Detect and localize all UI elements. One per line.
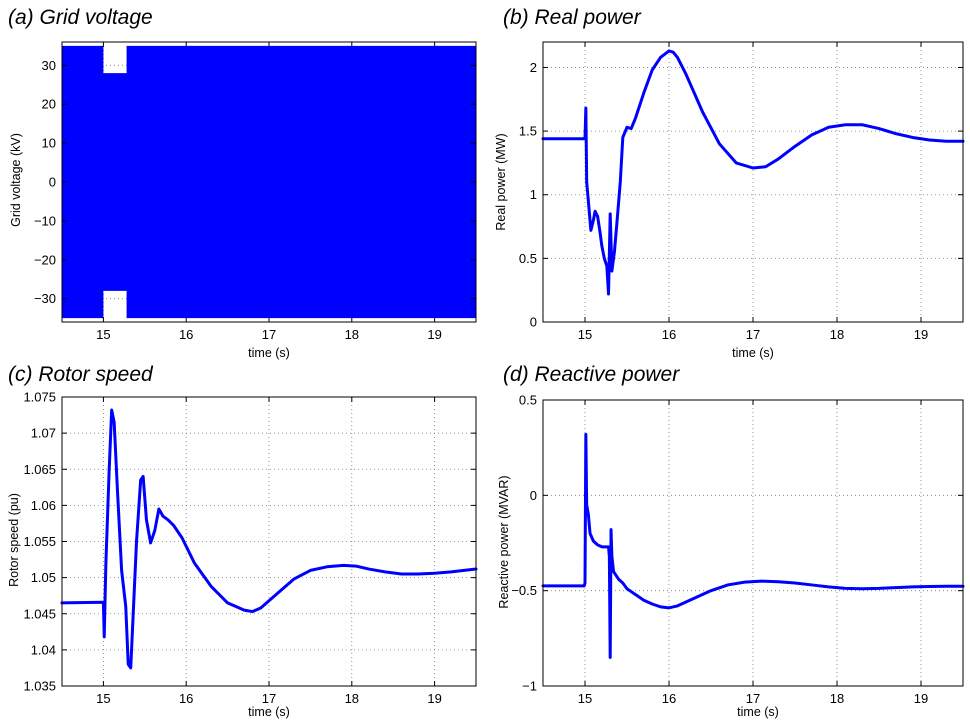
panel-title: (c) Rotor speed — [8, 363, 154, 386]
y-tick-label: 1.04 — [31, 642, 56, 657]
y-tick-label: 1.07 — [31, 426, 56, 441]
y-tick-label: 0.5 — [519, 251, 537, 266]
x-tick-label: 16 — [662, 327, 676, 342]
y-tick-label: 1.045 — [23, 606, 56, 621]
series-line — [60, 408, 478, 670]
y-tick-label: 1.5 — [519, 124, 537, 139]
x-tick-label: 15 — [96, 691, 110, 706]
y-axis-label: Real power (MW) — [494, 133, 508, 230]
y-tick-label: −0.5 — [511, 583, 537, 598]
y-tick-label: 0 — [49, 175, 56, 190]
series-line — [541, 432, 965, 659]
y-tick-label: 10 — [42, 136, 56, 151]
x-tick-label: 15 — [578, 327, 592, 342]
y-tick-label: 1.035 — [23, 679, 56, 694]
x-axis-label: time (s) — [248, 705, 290, 719]
series-line — [541, 49, 965, 296]
x-tick-label: 16 — [662, 691, 676, 706]
real-power-panel: (b) Real power time (s) Real power (MW) … — [494, 6, 965, 360]
x-tick-label: 18 — [345, 691, 359, 706]
y-tick-label: 2 — [530, 60, 537, 75]
y-axis-label: Reactive power (MVAR) — [497, 475, 511, 608]
y-tick-label: 0.5 — [519, 393, 537, 408]
y-tick-label: 1.055 — [23, 534, 56, 549]
plot-area: 15 16 17 18 19 1.035 1.04 1.045 1.05 1.055 1.06 1.0… — [23, 390, 478, 706]
x-tick-label: 19 — [427, 691, 441, 706]
y-axis-label: Rotor speed (pu) — [7, 493, 21, 587]
x-tick-label: 15 — [578, 691, 592, 706]
y-tick-label: 1 — [530, 187, 537, 202]
x-axis-label: time (s) — [732, 346, 774, 360]
x-tick-label: 19 — [914, 327, 928, 342]
plot-area: 15 16 17 18 19 −1 −0.5 0 0.5 — [511, 393, 965, 706]
x-tick-label: 18 — [345, 327, 359, 342]
plot-area: 15 16 17 18 19 −30 −20 −10 0 10 20 30 — [34, 41, 477, 342]
y-tick-label: 20 — [42, 97, 56, 112]
panel-title: (b) Real power — [503, 6, 642, 29]
y-tick-label: 30 — [42, 58, 56, 73]
y-tick-label: −1 — [522, 679, 537, 694]
y-tick-label: −10 — [34, 213, 56, 228]
panel-title: (d) Reactive power — [503, 363, 680, 386]
x-tick-label: 19 — [914, 691, 928, 706]
x-tick-label: 16 — [179, 327, 193, 342]
x-tick-label: 17 — [746, 691, 760, 706]
grid-voltage-panel: (a) Grid voltage time (s) Grid voltage (… — [8, 6, 477, 360]
y-tick-label: 1.06 — [31, 498, 56, 513]
reactive-power-panel: (d) Reactive power time (s) Reactive pow… — [497, 363, 965, 719]
y-tick-label: 1.065 — [23, 462, 56, 477]
voltage-envelope — [62, 45, 476, 319]
axes-frame — [542, 399, 964, 687]
x-tick-label: 19 — [427, 327, 441, 342]
y-tick-label: 0 — [530, 315, 537, 330]
y-tick-label: 0 — [530, 488, 537, 503]
x-tick-label: 17 — [262, 691, 276, 706]
x-axis-label: time (s) — [248, 346, 290, 360]
plot-area: 15 16 17 18 19 0 0.5 1 1.5 2 — [519, 41, 965, 342]
panel-title: (a) Grid voltage — [8, 6, 153, 29]
y-tick-label: −30 — [34, 291, 56, 306]
y-tick-label: −20 — [34, 252, 56, 267]
x-tick-label: 17 — [262, 327, 276, 342]
x-tick-label: 15 — [96, 327, 110, 342]
x-tick-label: 18 — [830, 691, 844, 706]
x-tick-label: 16 — [179, 691, 193, 706]
x-axis-label: time (s) — [737, 705, 779, 719]
y-tick-label: 1.075 — [23, 390, 56, 405]
y-axis-label: Grid voltage (kV) — [9, 133, 23, 227]
y-tick-label: 1.05 — [31, 570, 56, 585]
x-tick-label: 17 — [746, 327, 760, 342]
x-tick-label: 18 — [830, 327, 844, 342]
rotor-speed-panel: (c) Rotor speed time (s) Rotor speed (pu… — [7, 363, 478, 719]
